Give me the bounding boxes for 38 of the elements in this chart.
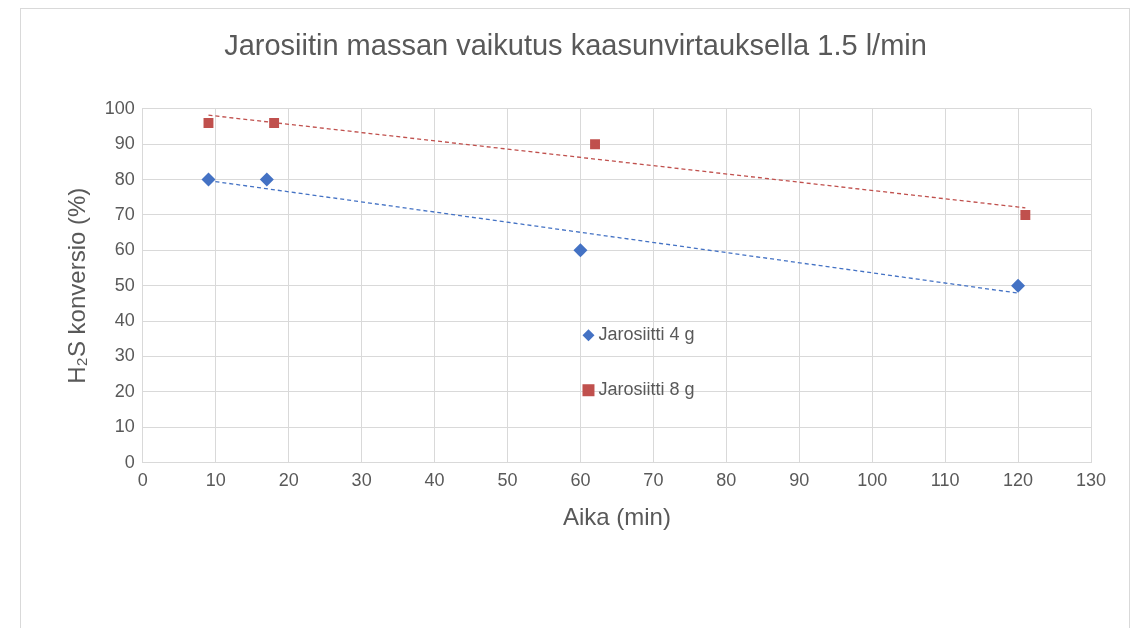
x-tick-label: 20 xyxy=(278,470,299,491)
y-tick-label: 60 xyxy=(114,239,135,260)
x-tick-label: 60 xyxy=(570,470,591,491)
y-tick-label: 30 xyxy=(114,345,135,366)
point xyxy=(1011,278,1026,293)
point xyxy=(573,243,588,258)
y-tick-label: 100 xyxy=(104,97,135,118)
y-tick-label: 20 xyxy=(114,380,135,401)
x-tick-label: 0 xyxy=(137,470,148,491)
x-tick-label: 80 xyxy=(716,470,737,491)
x-tick-label: 110 xyxy=(930,470,960,491)
legend-label: Jarosiitti 4 g xyxy=(598,324,695,345)
y-tick-label: 90 xyxy=(114,133,135,154)
x-tick-label: 120 xyxy=(1003,470,1034,491)
point xyxy=(1020,209,1031,220)
y-tick-label: 0 xyxy=(124,451,135,472)
chart-title: Jarosiitin massan vaikutus kaasunvirtauksella 1.5 l/min xyxy=(224,29,927,62)
y-tick-label: 50 xyxy=(114,274,135,295)
legend-label: Jarosiitti 8 g xyxy=(598,379,695,400)
point xyxy=(201,172,216,187)
x-tick-label: 30 xyxy=(351,470,372,491)
x-tick-label: 100 xyxy=(857,470,888,491)
y-axis-title: H₂S konversio (%) xyxy=(63,187,91,384)
x-tick-label: 70 xyxy=(643,470,664,491)
x-tick-label: 50 xyxy=(497,470,518,491)
x-tick-label: 10 xyxy=(205,470,226,491)
point xyxy=(590,139,600,150)
y-tick-label: 70 xyxy=(114,203,135,224)
x-axis-title: Aika (min) xyxy=(562,503,671,531)
x-tick-label: 130 xyxy=(1075,470,1107,491)
y-tick-label: 80 xyxy=(114,168,135,189)
point xyxy=(269,118,280,128)
point xyxy=(259,172,274,187)
x-tick-label: 40 xyxy=(424,470,445,491)
point xyxy=(203,118,214,128)
y-tick-label: 10 xyxy=(114,416,135,437)
x-tick-label: 90 xyxy=(789,470,810,491)
y-tick-label: 40 xyxy=(114,310,135,331)
